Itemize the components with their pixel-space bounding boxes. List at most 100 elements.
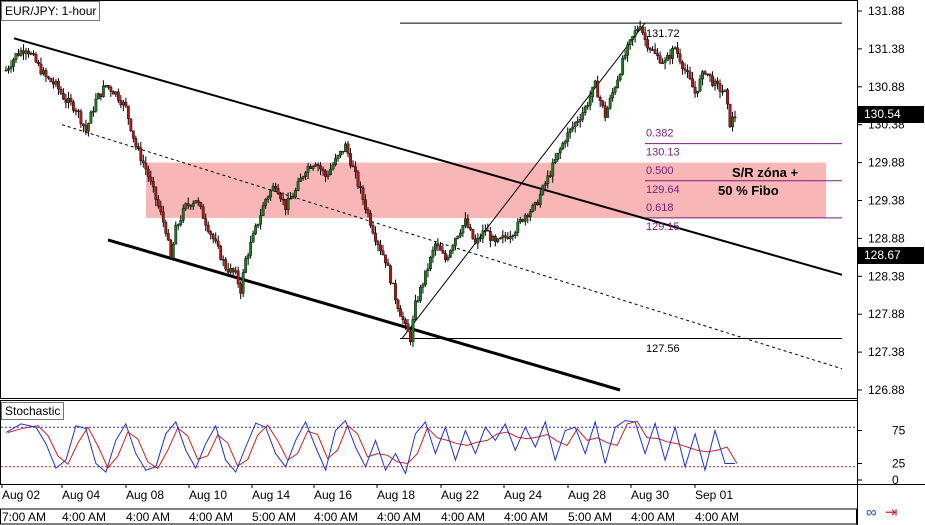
candle-body — [269, 190, 273, 198]
candle-body — [176, 224, 180, 226]
stochastic-d-line — [7, 420, 738, 470]
x-time-label: 4:00 AM — [126, 510, 170, 524]
candle-body — [381, 250, 385, 256]
candle-body — [716, 80, 719, 84]
candle-body — [628, 39, 632, 46]
candle-body — [406, 323, 410, 332]
candle-body — [32, 53, 35, 55]
candle-body — [653, 49, 657, 54]
candle-body — [34, 54, 38, 63]
candle-body — [686, 70, 689, 73]
candle-body — [678, 53, 682, 63]
candle-body — [19, 50, 23, 56]
candle-body — [374, 232, 377, 242]
candle-body — [578, 119, 582, 122]
candle-body — [351, 165, 355, 168]
price-tick-label: 128.88 — [868, 231, 905, 245]
candle-body — [356, 171, 360, 187]
candle-body — [558, 148, 562, 154]
oscillator-title: Stochastic — [1, 402, 65, 420]
candle-body — [436, 243, 440, 247]
candle-body — [344, 143, 347, 152]
candle-body — [379, 244, 382, 251]
candle-body — [39, 63, 43, 75]
candle-body — [523, 214, 527, 222]
candle-body — [453, 238, 457, 246]
candle-body — [279, 193, 283, 200]
candle-body — [633, 30, 637, 37]
candle-body — [96, 93, 100, 100]
candle-body — [62, 93, 65, 100]
swing-low-label: 127.56 — [646, 343, 680, 355]
candle-body — [696, 90, 699, 94]
candle-body — [576, 121, 580, 123]
candle-body — [606, 107, 610, 118]
candle-body — [496, 238, 500, 243]
candle-body — [186, 203, 190, 206]
swing-high-label: 131.72 — [646, 28, 680, 40]
candle-body — [104, 85, 108, 87]
price-tick-label: 127.88 — [868, 307, 905, 321]
candle-body — [731, 116, 734, 127]
candle-body — [481, 230, 485, 239]
candle-body — [369, 213, 372, 226]
candle-body — [44, 70, 48, 77]
fib-trendline — [401, 22, 646, 339]
candle-body — [361, 187, 365, 200]
candle-body — [67, 97, 70, 103]
candle-body — [404, 319, 407, 324]
candle-body — [394, 283, 397, 301]
candle-body — [304, 172, 307, 177]
candle-body — [199, 202, 203, 207]
price-tick-label: 127.38 — [868, 345, 905, 359]
candle-body — [463, 218, 467, 226]
x-date-label: Aug 24 — [504, 488, 542, 502]
x-time-label: 4:00 AM — [62, 510, 106, 524]
candle-body — [346, 143, 350, 154]
candle-body — [471, 229, 475, 240]
candle-body — [86, 123, 90, 132]
candle-body — [561, 143, 565, 150]
candle-body — [259, 215, 263, 225]
candle-body — [294, 190, 298, 198]
candle-body — [334, 158, 337, 166]
x-time-label: 4:00 AM — [314, 510, 358, 524]
arrow-right-icon[interactable]: ⇥ — [884, 504, 898, 521]
candle-body — [156, 199, 160, 207]
candle-body — [174, 224, 178, 245]
candle-body — [661, 62, 664, 65]
candle-body — [291, 196, 295, 199]
candle-body — [52, 81, 55, 85]
price-tick-label: 126.88 — [868, 383, 905, 397]
x-time-label: 5:00 AM — [568, 510, 612, 524]
x-time-label: 4:00 AM — [377, 510, 421, 524]
candle-body — [196, 200, 200, 203]
candle-body — [446, 256, 450, 261]
candle-body — [501, 235, 505, 239]
candle-body — [458, 232, 462, 237]
link-icon[interactable]: ∞ — [866, 504, 877, 521]
candle-body — [419, 287, 422, 301]
candle-body — [466, 218, 470, 228]
candle-body — [521, 219, 525, 222]
candle-body — [119, 100, 123, 106]
candle-body — [636, 28, 640, 31]
price-tick-label: 131.38 — [868, 42, 905, 56]
candle-body — [708, 73, 712, 77]
candle-body — [314, 164, 317, 167]
candle-body — [4, 69, 8, 72]
candle-body — [566, 132, 570, 142]
x-date-label: Aug 30 — [631, 488, 669, 502]
candle-body — [201, 206, 205, 219]
candle-body — [591, 86, 595, 98]
candle-body — [74, 110, 78, 112]
candle-body — [321, 168, 325, 172]
osc-tick-label: 0 — [892, 473, 899, 487]
x-time-label: 4:00 AM — [441, 510, 485, 524]
candle-body — [111, 91, 115, 95]
candle-body — [491, 236, 495, 241]
candle-body — [451, 245, 455, 251]
candle-body — [49, 78, 53, 83]
candle-body — [296, 181, 300, 191]
